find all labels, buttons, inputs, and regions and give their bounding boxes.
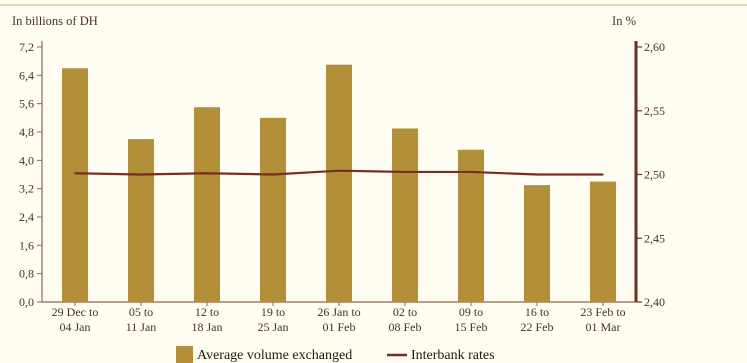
left-axis-title: In billions of DH bbox=[12, 14, 98, 28]
right-tick-label: 2,55 bbox=[644, 104, 665, 118]
line-point bbox=[206, 172, 208, 175]
left-tick-label: 7,2 bbox=[19, 40, 34, 54]
x-tick-label: 23 Feb to bbox=[580, 305, 625, 319]
line-point bbox=[140, 173, 142, 176]
x-tick-label: 29 Dec to bbox=[52, 305, 99, 319]
bar-volume bbox=[194, 107, 220, 302]
line-point bbox=[536, 173, 538, 176]
bar-volume bbox=[392, 128, 418, 302]
left-tick-label: 0,8 bbox=[19, 267, 34, 281]
x-tick-label: 16 to bbox=[525, 305, 549, 319]
right-axis: 2,40 2,45 2,50 2,55 2,60 bbox=[634, 40, 665, 309]
right-tick-label: 2,45 bbox=[644, 231, 665, 245]
left-tick-label: 1,6 bbox=[19, 238, 34, 252]
x-tick-label: 01 Feb bbox=[323, 320, 356, 334]
x-tick-label: 19 to bbox=[261, 305, 285, 319]
left-tick-label: 5,6 bbox=[19, 97, 34, 111]
line-point bbox=[470, 171, 472, 173]
x-tick-label: 15 Feb bbox=[455, 320, 488, 334]
legend-line-label: Interbank rates bbox=[411, 348, 495, 363]
bar-series bbox=[62, 64, 616, 306]
left-tick-label: 2,4 bbox=[19, 210, 34, 224]
bar-volume bbox=[260, 117, 286, 302]
x-tick-label: 25 Jan bbox=[258, 320, 289, 334]
right-tick-label: 2,50 bbox=[644, 168, 665, 182]
x-tick-label: 09 to bbox=[459, 305, 483, 319]
left-tick-label: 4,0 bbox=[19, 153, 34, 167]
right-tick-label: 2,60 bbox=[644, 40, 665, 54]
line-point bbox=[338, 169, 340, 172]
left-tick-label: 0,0 bbox=[19, 295, 34, 309]
bar-volume bbox=[326, 64, 352, 302]
left-tick-label: 6,4 bbox=[19, 68, 34, 82]
line-point bbox=[272, 173, 274, 176]
left-tick-label: 3,2 bbox=[19, 182, 34, 196]
x-tick-label: 01 Mar bbox=[586, 320, 621, 334]
legend-bar-swatch bbox=[176, 346, 193, 363]
x-tick-label: 22 Feb bbox=[521, 320, 554, 334]
bar-volume bbox=[62, 68, 88, 302]
bar-volume bbox=[524, 185, 550, 302]
x-tick-label: 12 to bbox=[195, 305, 219, 319]
bar-volume bbox=[458, 149, 484, 302]
bar-volume bbox=[128, 139, 154, 302]
line-point bbox=[74, 172, 76, 175]
right-tick-label: 2,40 bbox=[644, 295, 665, 309]
x-tick-label: 05 to bbox=[129, 305, 153, 319]
line-point bbox=[404, 171, 406, 173]
right-axis-title: In % bbox=[612, 14, 636, 28]
legend-bar-label: Average volume exchanged bbox=[197, 348, 352, 363]
legend: Average volume exchanged Interbank rates bbox=[176, 346, 495, 363]
x-tick-label: 08 Feb bbox=[389, 320, 422, 334]
line-series bbox=[74, 169, 604, 176]
x-tick-label: 04 Jan bbox=[60, 320, 91, 334]
x-tick-label: 11 Jan bbox=[126, 320, 157, 334]
line-point bbox=[602, 173, 604, 176]
x-tick-label: 02 to bbox=[393, 305, 417, 319]
left-tick-label: 4,8 bbox=[19, 125, 34, 139]
x-tick-label: 18 Jan bbox=[192, 320, 223, 334]
x-tick-label: 26 Jan to bbox=[317, 305, 360, 319]
bar-volume bbox=[590, 181, 616, 302]
